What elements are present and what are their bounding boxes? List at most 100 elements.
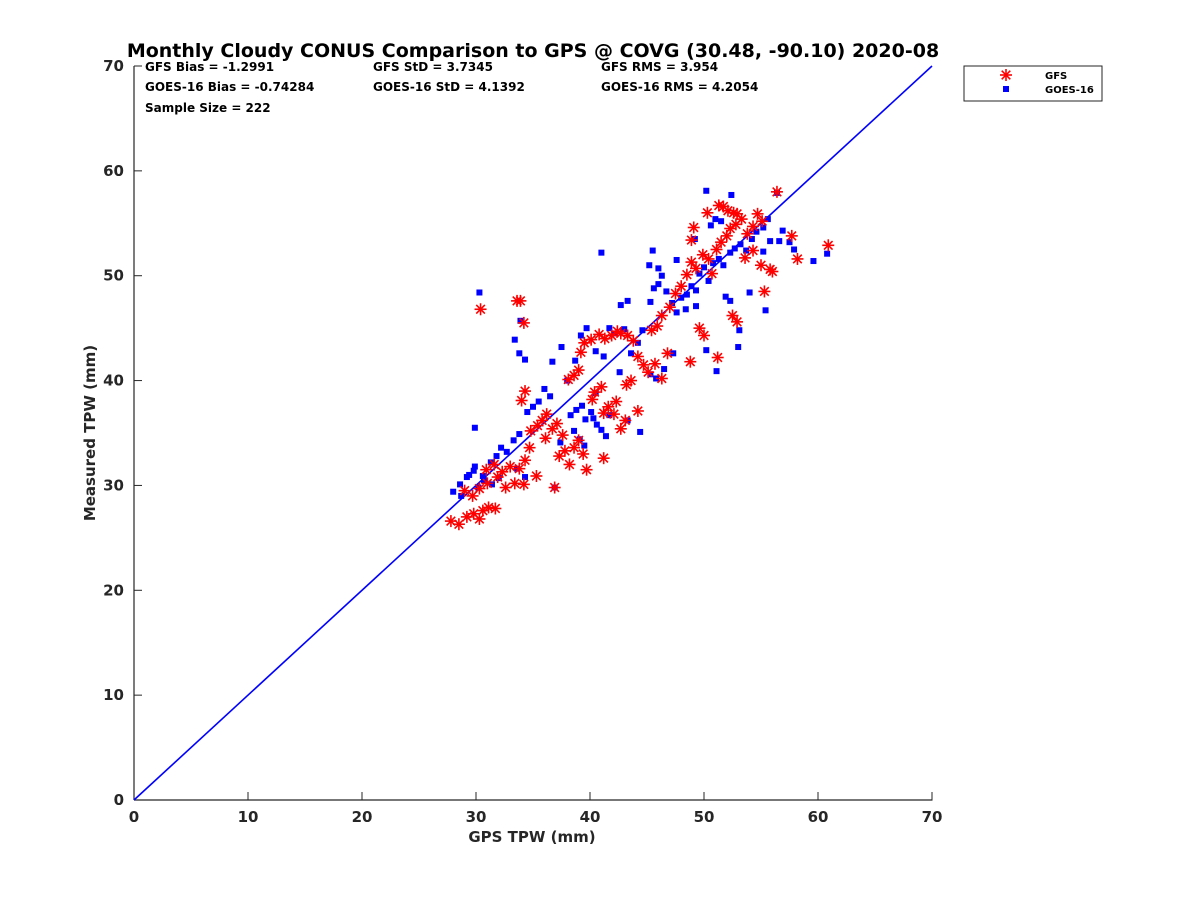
- gfs-point: [548, 481, 561, 494]
- legend: GFS GOES-16: [963, 65, 1103, 102]
- legend-gfs-marker-icon: [1000, 69, 1012, 81]
- gfs-point: [687, 221, 700, 234]
- gfs-point: [766, 265, 779, 278]
- gfs-point: [488, 458, 501, 471]
- x-tick-label: 70: [922, 808, 943, 826]
- goes16-point: [646, 262, 653, 269]
- gfs-point: [710, 243, 723, 256]
- goes16-point: [458, 492, 465, 499]
- gfs-point: [758, 285, 771, 298]
- goes16-point: [655, 281, 662, 288]
- gfs-point: [698, 329, 710, 342]
- goes16-point: [471, 424, 478, 431]
- gfs-point: [504, 460, 517, 473]
- gfs-point: [642, 366, 655, 379]
- gfs-point: [563, 458, 576, 471]
- goes16-point: [593, 421, 600, 428]
- gfs-point: [625, 374, 638, 387]
- goes16-point: [650, 285, 657, 292]
- goes16-std-text: GOES-16 StD = 4.1392: [373, 80, 525, 94]
- gfs-point: [663, 301, 676, 314]
- goes16-point: [693, 303, 700, 310]
- goes16-point: [776, 238, 783, 245]
- goes16-point: [530, 403, 536, 410]
- gfs-point: [514, 294, 527, 307]
- gfs-series: [444, 185, 835, 531]
- goes16-point: [764, 216, 771, 223]
- gfs-point: [747, 244, 760, 257]
- goes16-point: [703, 187, 710, 194]
- gfs-point: [661, 347, 674, 360]
- legend-box: [963, 65, 1103, 102]
- goes16-point: [524, 409, 531, 416]
- goes16-point: [658, 272, 665, 279]
- goes16-point: [457, 481, 464, 488]
- x-tick-label: 40: [580, 808, 601, 826]
- gfs-point: [562, 373, 575, 386]
- goes16-point: [547, 393, 554, 400]
- goes16-point: [669, 299, 676, 306]
- goes16-point: [753, 228, 760, 235]
- goes16-point: [592, 348, 599, 355]
- y-tick-label: 70: [103, 57, 124, 75]
- gfs-point: [684, 355, 697, 368]
- gfs-point: [693, 322, 706, 335]
- goes16-point: [760, 248, 767, 255]
- y-axis-label: Measured TPW (mm): [81, 345, 99, 521]
- chart-title: Monthly Cloudy CONUS Comparison to GPS @…: [127, 40, 939, 62]
- gfs-point: [669, 287, 682, 300]
- goes16-point: [522, 356, 529, 363]
- gfs-point: [473, 482, 486, 495]
- gfs-point: [550, 417, 563, 430]
- goes16-point: [567, 412, 574, 419]
- gfs-point: [701, 206, 714, 219]
- gfs-point: [655, 309, 668, 322]
- goes16-point: [691, 236, 698, 243]
- gfs-point: [524, 424, 537, 437]
- gfs-point: [496, 465, 509, 478]
- x-tick-label: 50: [694, 808, 715, 826]
- gfs-point: [580, 463, 593, 476]
- goes16-point: [688, 283, 695, 290]
- goes16-point: [701, 264, 707, 271]
- x-tick-label: 60: [808, 808, 829, 826]
- gfs-point: [517, 316, 530, 329]
- goes16-point: [487, 459, 494, 466]
- goes16-point: [466, 471, 473, 478]
- gfs-point: [724, 222, 737, 235]
- gfs-point: [519, 385, 532, 398]
- goes16-point: [517, 317, 524, 324]
- goes16-point: [713, 368, 720, 375]
- gfs-point: [731, 315, 744, 328]
- goes16-point: [470, 467, 477, 474]
- goes16-point: [573, 406, 580, 413]
- goes16-point: [762, 307, 769, 314]
- goes16-point: [696, 270, 703, 277]
- gfs-bias-text: GFS Bias = -1.2991: [145, 60, 274, 74]
- gfs-point: [726, 309, 739, 322]
- goes16-point: [705, 277, 712, 284]
- gfs-point: [595, 380, 608, 393]
- goes16-point: [479, 472, 486, 479]
- goes16-point: [628, 350, 635, 357]
- x-tick-label: 20: [352, 808, 373, 826]
- y-tick-label: 60: [103, 162, 124, 180]
- gfs-rms-text: GFS RMS = 3.954: [601, 60, 718, 74]
- y-tick-label: 20: [103, 581, 124, 599]
- gfs-point: [685, 234, 698, 247]
- goes16-point: [673, 309, 680, 316]
- gfs-point: [627, 334, 640, 347]
- gfs-point: [556, 429, 569, 442]
- goes16-point: [624, 297, 631, 304]
- gfs-point: [508, 477, 521, 490]
- gfs-point: [791, 252, 804, 265]
- goes16-point: [663, 288, 670, 295]
- gfs-point: [631, 404, 644, 417]
- gfs-point: [458, 484, 471, 497]
- goes16-point: [661, 366, 668, 373]
- goes16-point: [616, 369, 623, 376]
- goes16-point: [760, 224, 767, 231]
- goes16-point: [471, 463, 478, 470]
- gfs-point: [785, 229, 798, 242]
